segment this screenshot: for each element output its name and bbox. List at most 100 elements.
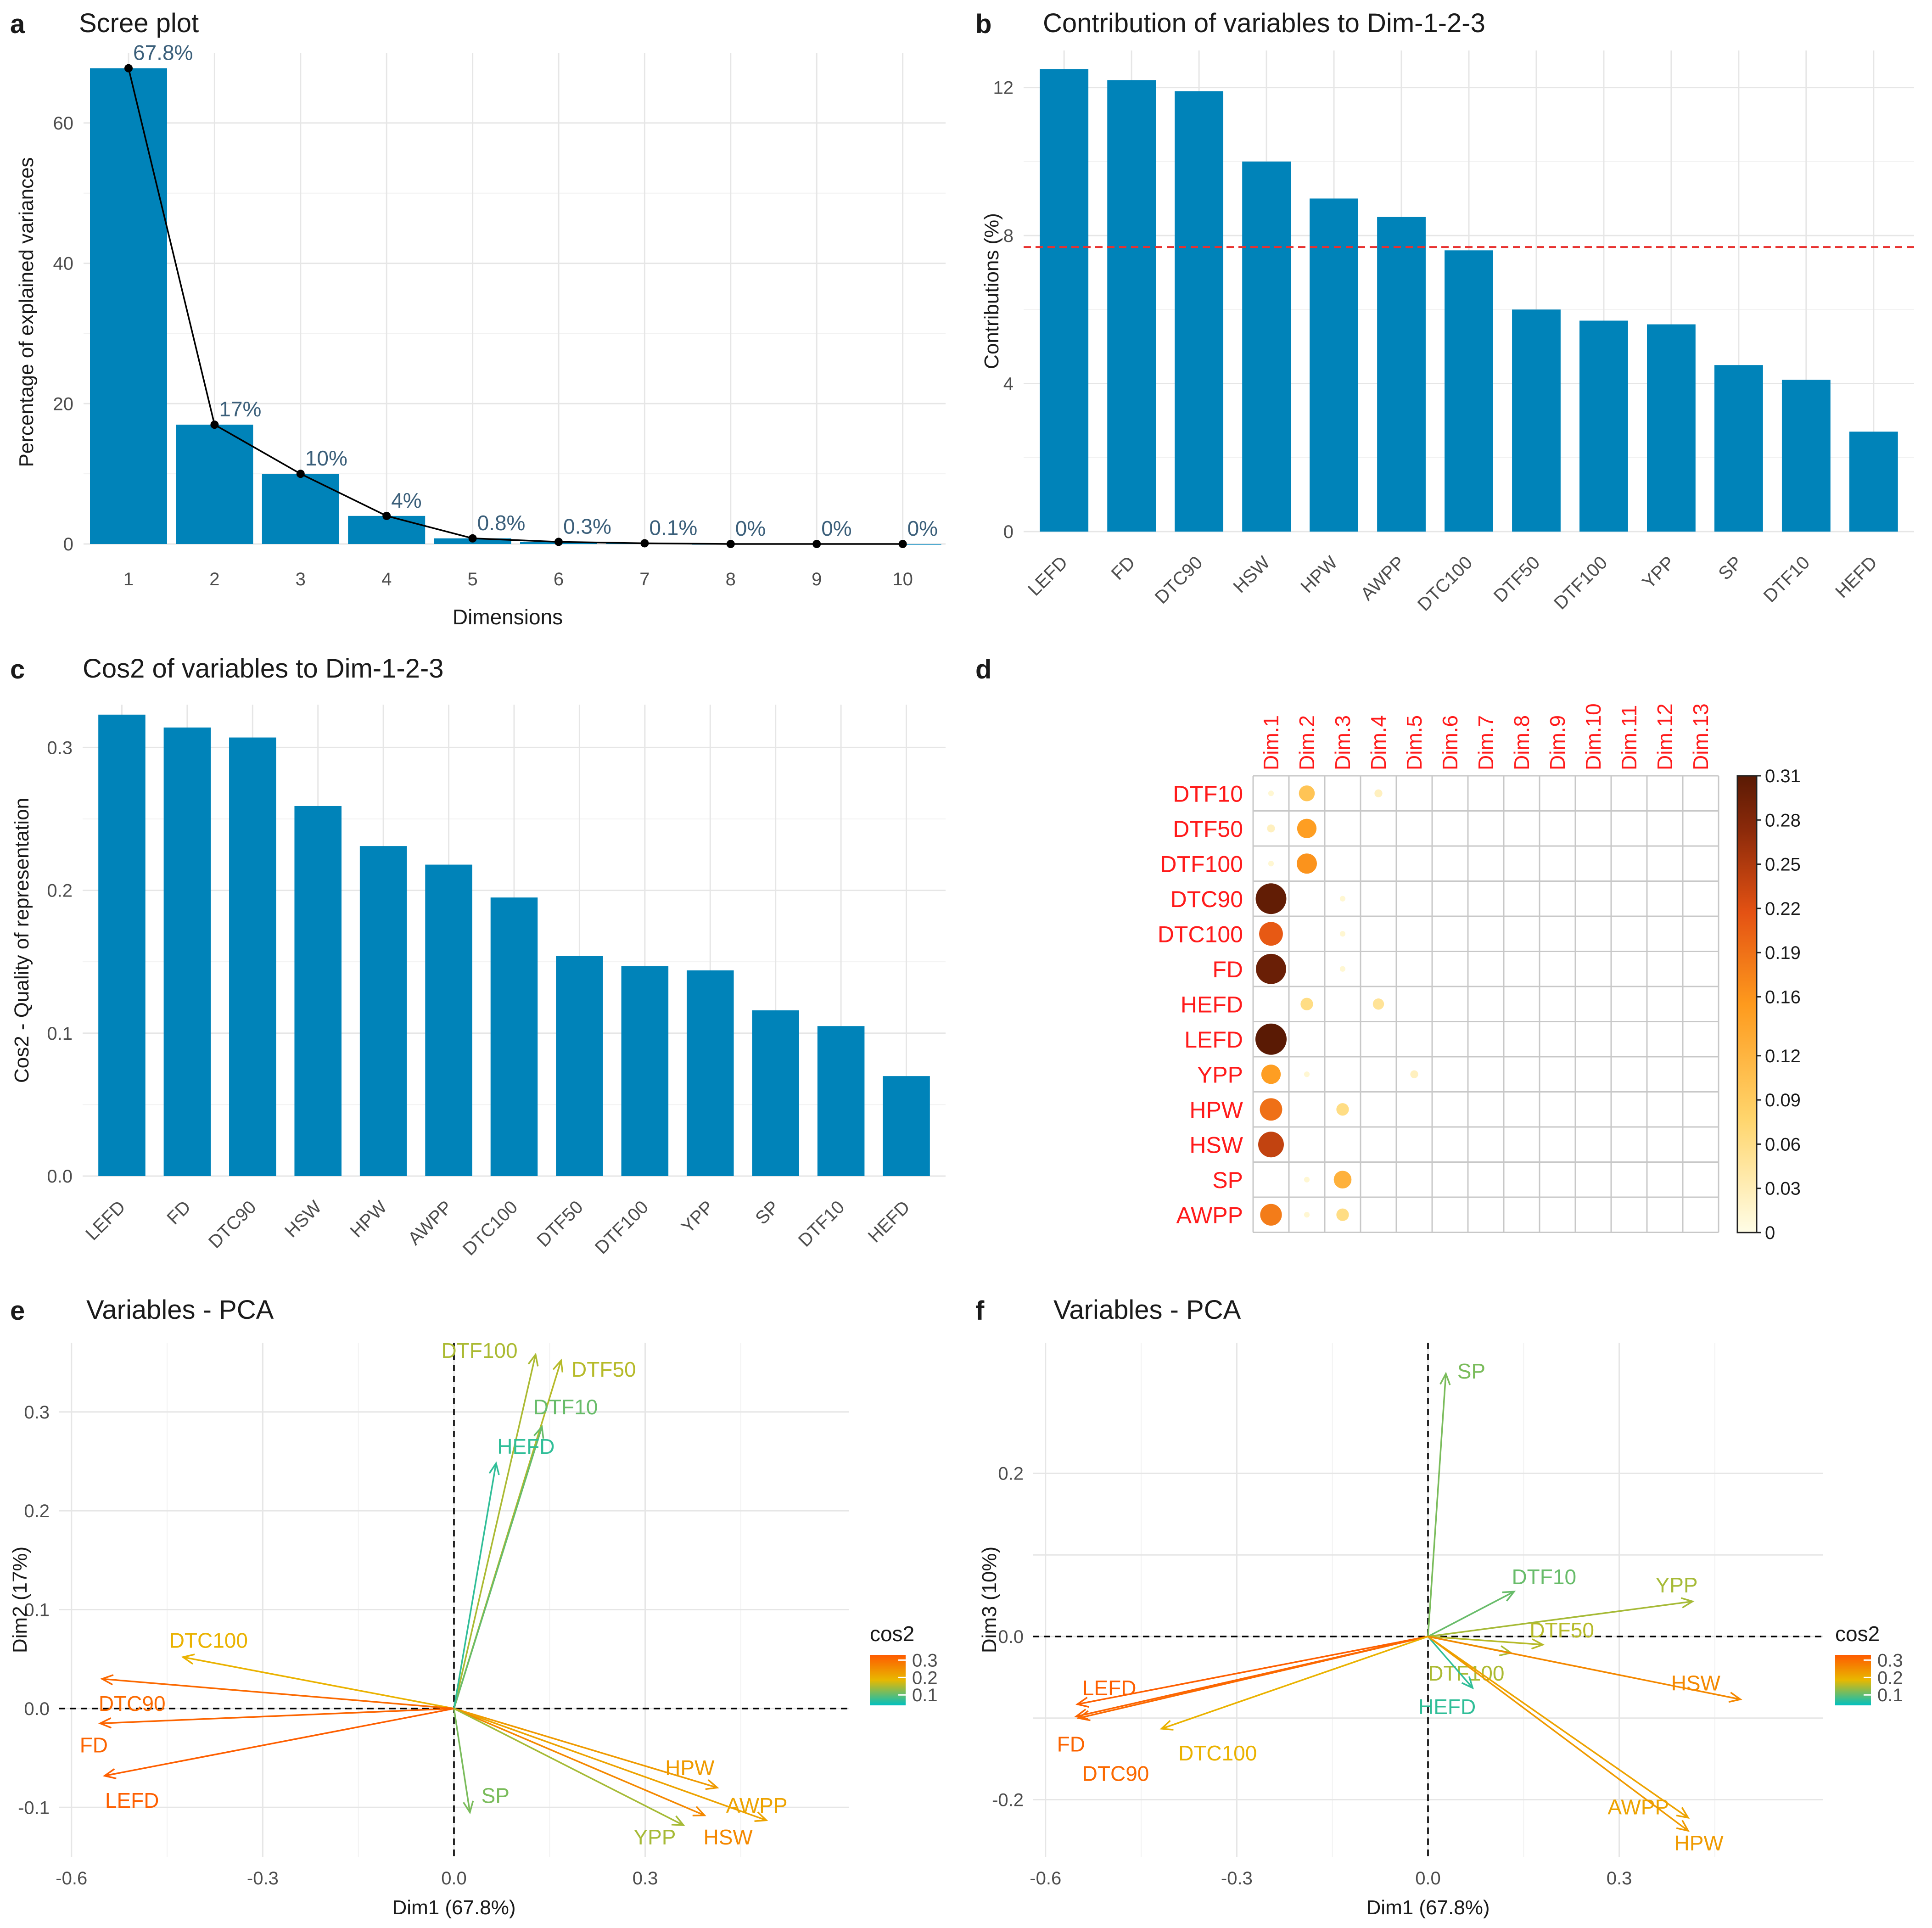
arrow-awpp	[454, 1708, 767, 1821]
arrow-head	[1075, 1697, 1089, 1708]
x-tick-label: 8	[726, 569, 736, 589]
arrow-label: HSW	[1671, 1671, 1721, 1695]
cos2-colorbar	[870, 1655, 906, 1705]
x-tick-label: -0.3	[247, 1868, 279, 1889]
panel-letter-c: c	[10, 655, 25, 684]
arrow-head	[1680, 1597, 1695, 1609]
scree-point	[124, 64, 133, 73]
x-axis-title: Dim1 (67.8%)	[392, 1896, 516, 1919]
y-tick-label: 0.0	[998, 1627, 1024, 1647]
x-tick-label: LEFD	[82, 1197, 129, 1244]
x-tick-label: 4	[381, 569, 392, 589]
colorbar-tick-label: 0.1	[912, 1685, 938, 1705]
bar-sp	[1714, 365, 1763, 532]
x-tick-label: YPP	[1639, 552, 1679, 593]
y-tick-label: 0.2	[47, 881, 73, 901]
colorbar-tick-label: 0.28	[1765, 810, 1801, 830]
x-axis-title: Dimensions	[453, 605, 563, 629]
heatmap-row-label: SP	[1212, 1167, 1243, 1193]
arrow-ypp	[454, 1708, 684, 1826]
heatmap-row-label: FD	[1212, 957, 1243, 982]
x-tick-label: DTF100	[1550, 552, 1611, 613]
arrow-hpw	[454, 1708, 718, 1788]
data-label: 10%	[305, 446, 347, 470]
x-axis-title: Dim1 (67.8%)	[1366, 1896, 1490, 1919]
heatmap-row-label: DTF50	[1173, 816, 1243, 842]
x-tick-label: AWPP	[1357, 552, 1409, 604]
arrow-head	[692, 1806, 706, 1816]
arrow-dtc90	[1078, 1636, 1428, 1719]
x-tick-label: HSW	[281, 1197, 325, 1241]
arrow-label: HSW	[703, 1825, 753, 1849]
arrow-head	[705, 1779, 719, 1790]
panel-title-b: Contribution of variables to Dim-1-2-3	[1043, 8, 1485, 38]
y-tick-label: 0.3	[24, 1402, 50, 1423]
x-tick-label: DTF10	[795, 1197, 849, 1251]
arrow-head	[181, 1653, 195, 1665]
colorbar-tick-label: 0.06	[1765, 1134, 1801, 1155]
panel-letter-d: d	[975, 655, 991, 684]
y-tick-label: 0.2	[24, 1501, 50, 1521]
heatmap-cell-dtf100	[1296, 853, 1317, 874]
data-label: 67.8%	[133, 41, 193, 65]
bar-awpp	[425, 864, 472, 1176]
colorbar-tick-label: 0.19	[1765, 943, 1801, 963]
arrow-lefd	[104, 1708, 454, 1777]
arrow-label: DTF100	[441, 1339, 517, 1362]
colorbar-tick-label: 0.12	[1765, 1046, 1801, 1066]
x-tick-label: -0.6	[1030, 1868, 1061, 1889]
x-tick-label: SP	[1714, 552, 1746, 584]
scree-bar	[348, 516, 426, 544]
arrow-ypp	[1428, 1600, 1693, 1637]
heatmap-cell-dtf50	[1267, 824, 1275, 833]
x-tick-label: DTF100	[591, 1197, 652, 1258]
heatmap-column-label: Dim.7	[1474, 715, 1498, 770]
legend-title: cos2	[1835, 1622, 1880, 1646]
bar-hefd	[1849, 432, 1898, 532]
arrow-label: HEFD	[497, 1435, 554, 1458]
data-label: 0%	[907, 516, 938, 540]
colorbar-tick-label: 0.16	[1765, 987, 1801, 1007]
scree-point	[468, 534, 477, 543]
y-tick-label: 0.1	[24, 1600, 50, 1620]
y-tick-label: 0.1	[47, 1024, 73, 1044]
arrow-head	[1676, 1820, 1690, 1832]
heatmap-cell-sp	[1333, 1171, 1352, 1189]
bar-dtf50	[556, 956, 603, 1176]
heatmap-column-label: Dim.4	[1366, 715, 1390, 770]
scree-line	[128, 68, 903, 545]
y-tick-label: 0	[63, 534, 73, 555]
heatmap-column-label: Dim.12	[1653, 703, 1677, 770]
scree-point	[554, 538, 563, 546]
y-tick-label: 0.3	[47, 738, 73, 758]
scree-point	[296, 470, 305, 478]
arrow-head	[1531, 1638, 1545, 1650]
colorbar-tick-label: 0.25	[1765, 855, 1801, 875]
arrow-label: HPW	[665, 1756, 715, 1780]
legend-title: cos2	[870, 1622, 914, 1646]
heatmap-column-label: Dim.1	[1259, 715, 1283, 770]
arrow-dtf50	[1428, 1636, 1543, 1646]
x-tick-label: 0.3	[1607, 1868, 1632, 1889]
bar-awpp	[1377, 217, 1426, 532]
data-label: 0%	[821, 516, 851, 540]
bar-dtc100	[1445, 250, 1493, 532]
bar-hefd	[883, 1076, 930, 1176]
arrow-label: AWPP	[726, 1793, 788, 1817]
arrow-head	[527, 1352, 539, 1367]
heatmap-cell-ypp	[1261, 1065, 1281, 1084]
colorbar-tick-label: 0.2	[1877, 1668, 1903, 1688]
x-tick-label: FD	[163, 1197, 195, 1228]
arrow-label: FD	[1057, 1732, 1085, 1756]
arrow-label: HPW	[1674, 1831, 1724, 1855]
arrow-hsw	[454, 1708, 705, 1816]
panel-letter-e: e	[10, 1296, 25, 1326]
arrow-sp	[453, 1708, 471, 1813]
bar-dtf10	[817, 1026, 865, 1176]
arrow-label: LEFD	[105, 1788, 159, 1812]
arrow-head	[488, 1461, 500, 1475]
heatmap-column-label: Dim.9	[1546, 715, 1569, 770]
heatmap-column-label: Dim.6	[1438, 715, 1462, 770]
